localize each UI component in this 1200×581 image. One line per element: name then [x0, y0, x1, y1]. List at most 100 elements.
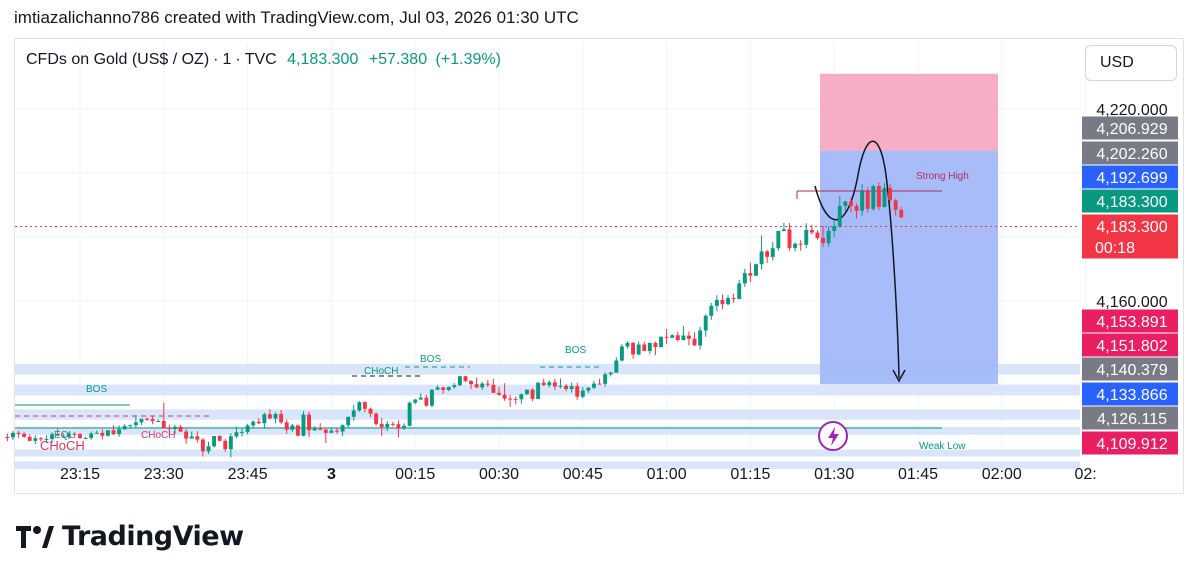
symbol-legend[interactable]: CFDs on Gold (US$ / OZ) · 1 · TVC 4,183.300 …	[26, 51, 501, 68]
candle-body	[664, 336, 669, 338]
candle-body	[452, 385, 457, 388]
price-axis-label: 4,220.000	[1096, 102, 1167, 119]
candle-body	[474, 384, 479, 388]
candle-body	[245, 425, 250, 432]
candle-body	[754, 264, 758, 276]
candle-body	[899, 209, 904, 218]
candle-body	[485, 383, 490, 385]
candle-body	[161, 421, 166, 429]
price-axis-label-bg	[1082, 333, 1178, 357]
candle-body	[111, 430, 116, 435]
candle-body	[497, 392, 501, 395]
candle-body	[212, 436, 217, 447]
candle-body	[27, 437, 32, 441]
annotation-weak-low: Weak Low	[919, 441, 966, 452]
candle-body	[446, 387, 451, 390]
candle-body	[61, 435, 66, 437]
price-axis-label-bg	[1082, 406, 1178, 430]
candle-body	[513, 398, 518, 400]
price-axis-label-bg	[1082, 141, 1178, 165]
candle-body	[608, 372, 613, 375]
candle-body	[262, 414, 267, 424]
candle-body	[804, 229, 809, 245]
candle-body	[72, 433, 77, 435]
candle-body	[625, 342, 630, 347]
x-axis-tick-label: 01:15	[730, 466, 770, 483]
price-axis-label: 4,202.260	[1096, 146, 1167, 163]
fvg-zone	[15, 461, 1080, 469]
candle-body	[709, 305, 714, 316]
take-profit-zone	[820, 150, 998, 385]
candle-body	[726, 298, 731, 305]
candle-body	[83, 437, 88, 439]
candle-body	[279, 413, 284, 423]
candle-body	[390, 423, 395, 425]
price-axis-label: 4,183.300	[1096, 219, 1167, 236]
price-axis-label-bg	[1082, 214, 1178, 259]
annotation-bos: BOS	[86, 384, 107, 395]
candle-body	[368, 408, 373, 414]
candle-body	[16, 432, 21, 434]
price-axis-label-bg	[1082, 357, 1178, 381]
fvg-zone	[15, 384, 1080, 396]
candle-body	[184, 431, 189, 439]
candle-body	[564, 385, 568, 389]
fvg-zone	[15, 427, 1080, 435]
price-axis-label-bg	[1082, 165, 1178, 189]
candle-body	[122, 426, 127, 430]
candle-body	[536, 382, 541, 399]
x-axis-tick-label: 23:15	[60, 466, 100, 483]
candle-body	[575, 386, 580, 397]
candle-body	[195, 436, 200, 440]
price-axis-label-bg	[1082, 189, 1178, 213]
price-axis-label: 4,206.929	[1096, 121, 1167, 138]
x-axis-tick-label: 00:45	[563, 466, 603, 483]
tradingview-logo-text: TradingView	[62, 521, 244, 552]
candle-body	[340, 425, 345, 432]
candle-body	[519, 394, 524, 400]
candle-body	[714, 300, 719, 306]
candle-body	[742, 273, 747, 284]
candle-body	[826, 230, 831, 244]
candle-body	[189, 436, 194, 439]
candle-body	[731, 298, 736, 300]
candle-body	[55, 434, 60, 436]
currency-button[interactable]: USD	[1085, 45, 1177, 81]
candle-body	[843, 201, 848, 206]
attribution-text: imtiazalichanno786 created with TradingV…	[14, 8, 579, 27]
annotation-strong-high: Strong High	[916, 171, 969, 182]
price-axis-label: 4,192.699	[1096, 170, 1167, 187]
candle-body	[770, 248, 775, 257]
candle-body	[849, 201, 853, 206]
annotation-bos: BOS	[565, 345, 586, 356]
candle-body	[50, 434, 55, 439]
bar-countdown-label: 00:18	[1095, 240, 1135, 257]
candle-body	[418, 397, 423, 400]
candle-body	[407, 402, 412, 426]
price-axis-label: 4,133.866	[1096, 387, 1167, 404]
candle-body	[558, 385, 563, 387]
candle-body	[362, 402, 367, 409]
candle-body	[379, 423, 384, 428]
price-axis-label: 4,151.802	[1096, 338, 1167, 355]
candle-body	[167, 428, 172, 430]
price-axis-label-bg	[1082, 116, 1178, 140]
x-axis-tick-label: 01:45	[898, 466, 938, 483]
price-change-percent: (+1.39%)	[435, 51, 501, 68]
annotation-choch-small: CHoCH	[141, 430, 175, 441]
tradingview-logo: TradingView	[16, 521, 244, 552]
candle-body	[681, 335, 686, 341]
x-axis-tick-label: 23:45	[228, 466, 268, 483]
candle-body	[307, 414, 312, 431]
candle-body	[94, 432, 99, 434]
tradingview-logo-icon	[16, 525, 54, 548]
candle-body	[78, 434, 82, 438]
candle-body	[586, 387, 591, 391]
candle-body	[430, 389, 434, 406]
candle-body	[256, 421, 261, 424]
candle-body	[133, 422, 138, 426]
candle-body	[603, 374, 608, 384]
candle-body	[463, 376, 468, 381]
candle-body	[145, 418, 149, 420]
